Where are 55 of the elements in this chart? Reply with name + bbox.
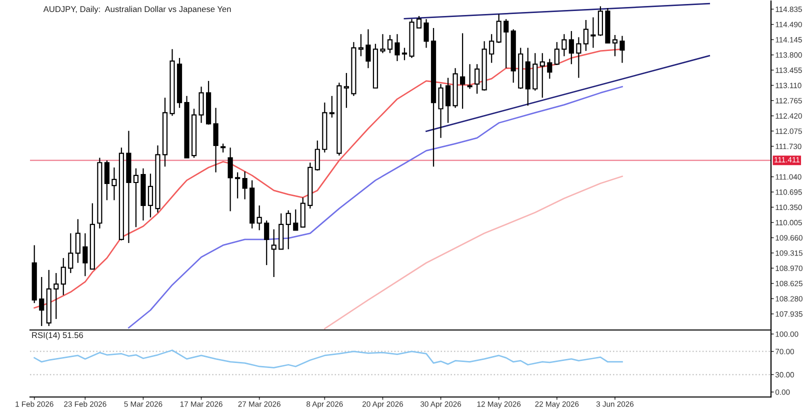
candlestick (540, 52, 545, 98)
candlestick (504, 18, 509, 69)
candlestick (133, 168, 139, 228)
candlestick (286, 210, 291, 250)
candlestick (380, 34, 386, 54)
candlestick (394, 34, 400, 62)
candlestick (489, 34, 494, 64)
candlestick (242, 170, 248, 200)
line-series (128, 86, 623, 328)
line-series (324, 176, 623, 330)
candlestick (235, 172, 240, 199)
candlestick (293, 208, 298, 231)
candlestick (82, 232, 88, 277)
candlestick (366, 28, 371, 69)
candlestick (416, 15, 422, 28)
candlestick (460, 32, 466, 110)
candlestick (148, 173, 154, 218)
candlestick (445, 77, 451, 124)
candlestick (329, 95, 334, 118)
candlestick (104, 160, 110, 201)
candlestick (264, 220, 270, 266)
candlestick (576, 36, 582, 78)
candlestick (547, 58, 552, 80)
candlestick (496, 14, 502, 44)
candlestick (198, 86, 204, 124)
candlestick (474, 64, 480, 94)
candlestick (590, 16, 596, 48)
candlestick (60, 257, 66, 296)
candlestick (620, 35, 625, 64)
candlestick (598, 6, 603, 36)
candlestick (271, 228, 276, 278)
candlestick (568, 30, 574, 65)
text: AUDJPY, Daily: Australian Dollar vs Japanese Yen (43, 6, 231, 14)
candlestick (438, 83, 444, 138)
candlestick (424, 18, 429, 48)
candlestick (300, 196, 306, 228)
line-series (34, 350, 623, 368)
candlestick (256, 204, 262, 231)
candlestick (54, 272, 59, 320)
candlestick (612, 34, 618, 57)
candlestick (75, 218, 80, 264)
chart-title: RSI(14) 51.56 (32, 332, 83, 340)
candlestick (402, 47, 408, 61)
candlestick (387, 34, 393, 54)
candlestick (554, 42, 560, 66)
candlestick (562, 34, 567, 57)
candlestick (112, 166, 117, 201)
candlestick (213, 107, 218, 173)
candlestick (228, 147, 233, 212)
candlestick (314, 140, 320, 172)
candlestick (344, 72, 349, 108)
candlestick (467, 64, 472, 90)
candlestick (583, 19, 588, 52)
candlestick (68, 232, 74, 274)
candlestick (39, 276, 44, 327)
